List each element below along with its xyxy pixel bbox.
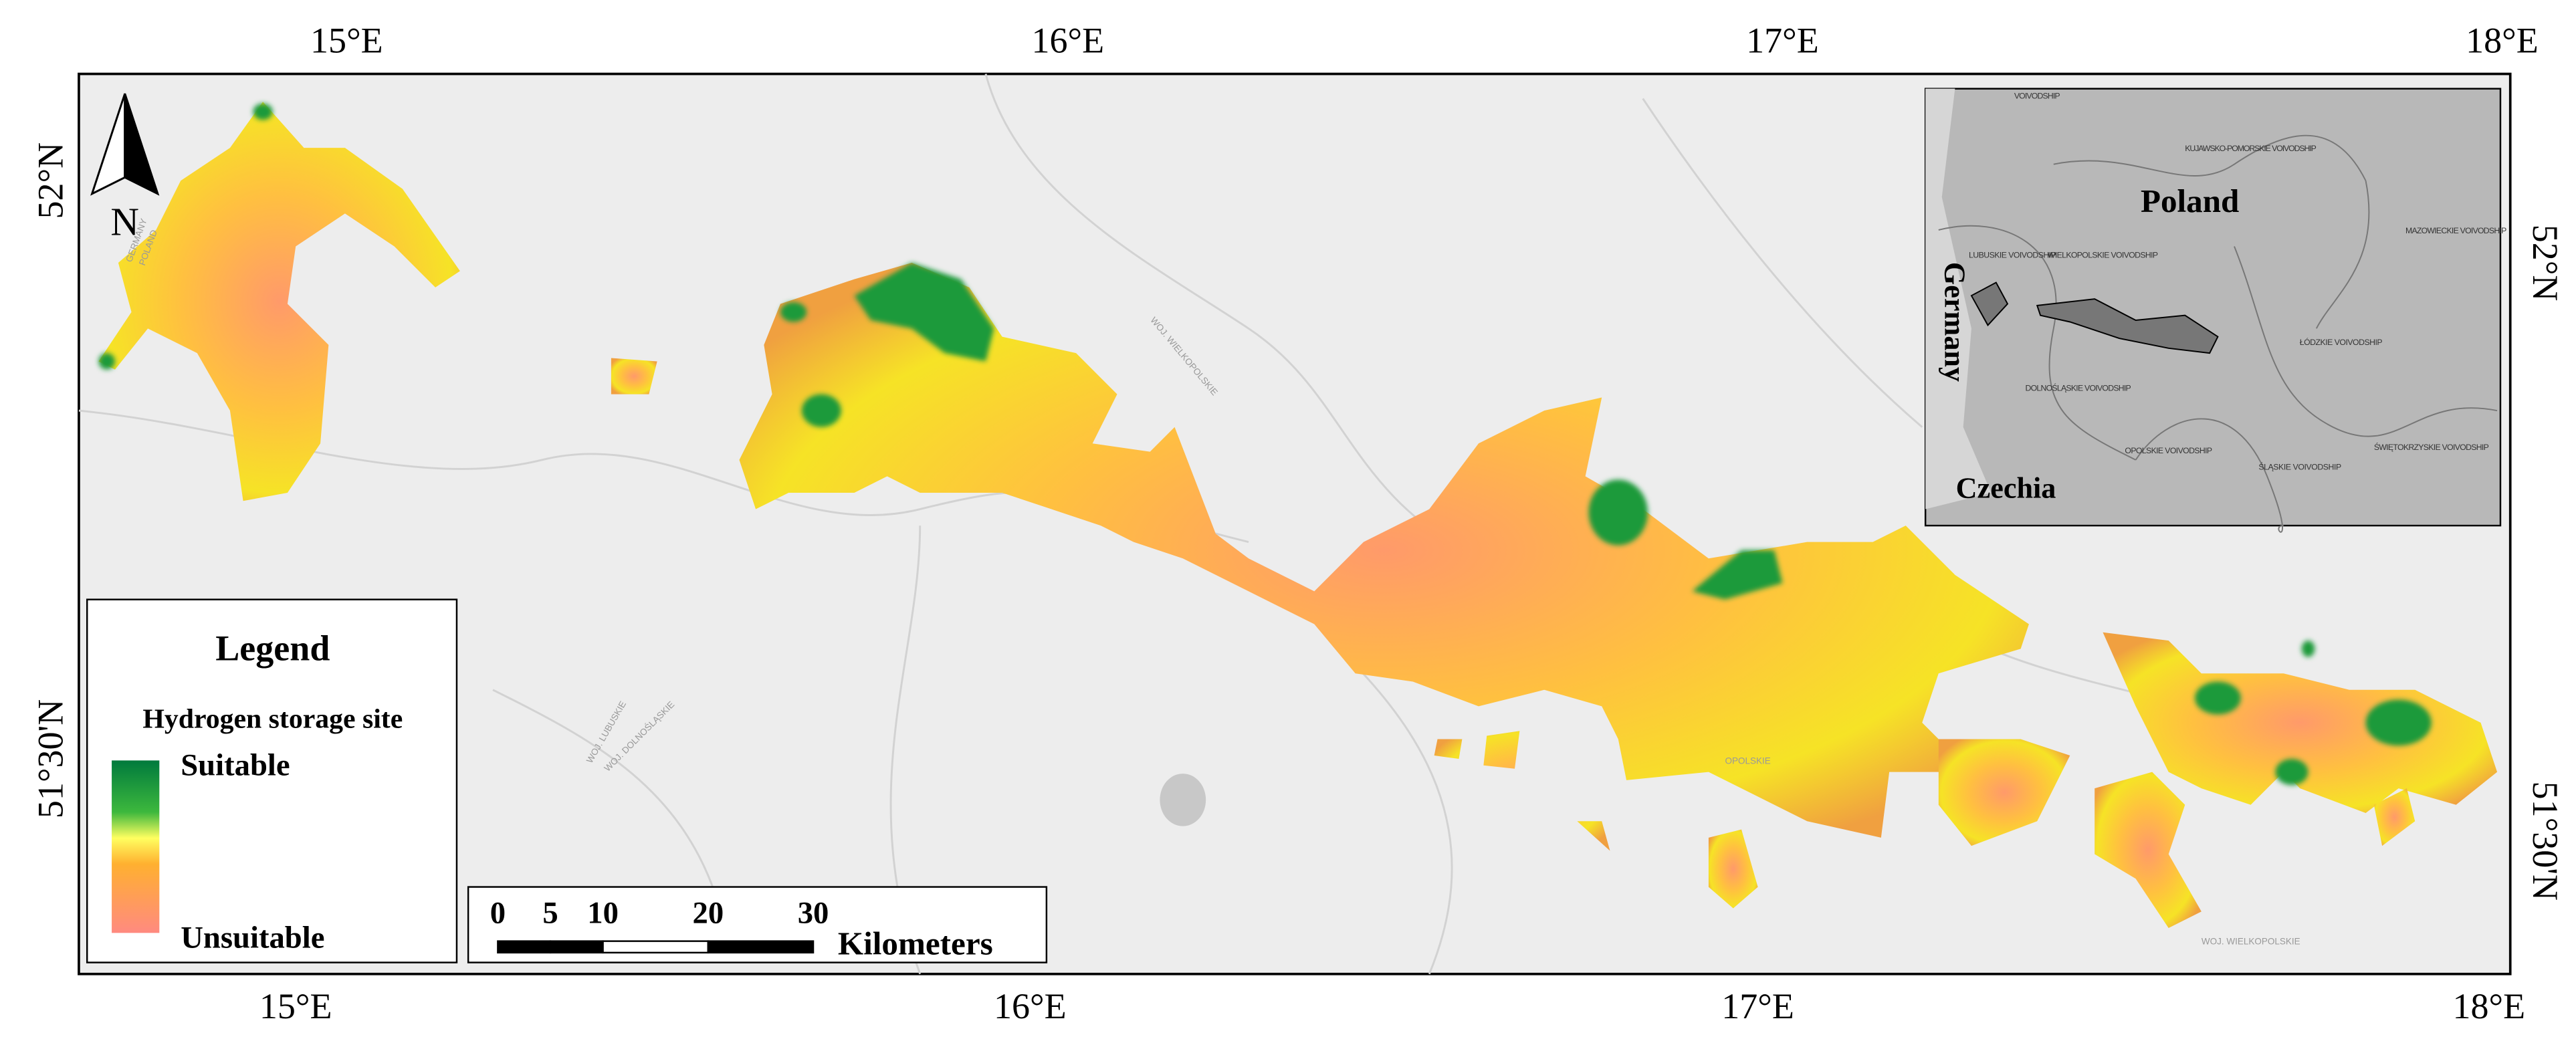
scale-tick-label: 10 — [587, 896, 619, 931]
suitability-areas — [98, 102, 2498, 928]
inset-region-label: ŁÓDZKIE VOIVODSHIP — [2300, 337, 2383, 347]
scale-segment — [497, 940, 552, 954]
lon-label: 15°E — [310, 21, 383, 61]
lon-label: 15°E — [259, 986, 332, 1026]
scale-tick-label: 20 — [692, 896, 724, 931]
legend: Legend Hydrogen storage site Suitable Un… — [86, 598, 458, 963]
inset-region-label: KUJAWSKO-POMORSKIE VOIVODSHIP — [2185, 144, 2317, 153]
north-arrow: N — [90, 93, 160, 243]
lon-label: 16°E — [1031, 21, 1104, 61]
north-label: N — [110, 199, 139, 243]
scale-tick-label: 5 — [542, 896, 558, 931]
inset-region-label: DOLNOŚLĄSKIE VOIVODSHIP — [2026, 383, 2131, 393]
inset-region-label: MAZOWIECKIE VOIVODSHIP — [2405, 226, 2506, 235]
scale-tick-label: 30 — [798, 896, 829, 931]
legend-high: Suitable — [181, 748, 290, 783]
lat-label: 52°N — [2525, 225, 2565, 302]
inset-region-label: OPOLSKIE VOIVODSHIP — [2125, 446, 2212, 455]
inset-map: Poland Germany Czechia VOIVODSHIP KUJAWSK… — [1924, 88, 2506, 533]
inset-region-label: VOIVODSHIP — [2014, 91, 2060, 100]
lat-label: 51°30'N — [30, 699, 70, 818]
lat-label: 52°N — [30, 142, 70, 219]
inset-country: Poland — [2141, 183, 2239, 219]
lake — [1160, 774, 1206, 826]
inset-neighbour: Germany — [1939, 262, 1971, 382]
legend-subtitle: Hydrogen storage site — [142, 703, 403, 734]
inset-region-label: ŚLĄSKIE VOIVODSHIP — [2258, 462, 2341, 472]
inset-region-label: WIELKOPOLSKIE VOIVODSHIP — [2048, 251, 2158, 260]
graticule-labels: 15°E 16°E 17°E 18°E 15°E 16°E 17°E 18°E … — [30, 21, 2565, 1026]
scale-segment — [602, 940, 710, 954]
suitable-spots — [98, 103, 2432, 786]
lon-label: 16°E — [994, 986, 1067, 1026]
inset-region-label: LUBUSKIE VOIVODSHIP — [1969, 251, 2056, 260]
basemap-label: WOJ. WIELKOPOLSKIE — [2202, 937, 2300, 947]
scale-segment — [707, 940, 815, 954]
lon-label: 17°E — [1746, 21, 1819, 61]
scale-bar: Kilometers 0 5 10 20 30 — [467, 886, 1048, 963]
lon-label: 18°E — [2466, 21, 2539, 61]
lon-label: 17°E — [1721, 986, 1794, 1026]
legend-ramp — [112, 760, 160, 933]
lon-label: 18°E — [2452, 986, 2525, 1026]
scale-segment — [549, 940, 604, 954]
inset-neighbour: Czechia — [1956, 471, 2056, 504]
inset-region-label: ŚWIĘTOKRZYSKIE VOIVODSHIP — [2374, 442, 2489, 452]
legend-low: Unsuitable — [181, 920, 324, 955]
basemap-label: OPOLSKIE — [1725, 756, 1770, 766]
scale-unit: Kilometers — [838, 925, 993, 961]
legend-title: Legend — [215, 628, 330, 669]
scale-tick-label: 0 — [490, 896, 506, 931]
lat-label: 51°30'N — [2525, 782, 2565, 901]
